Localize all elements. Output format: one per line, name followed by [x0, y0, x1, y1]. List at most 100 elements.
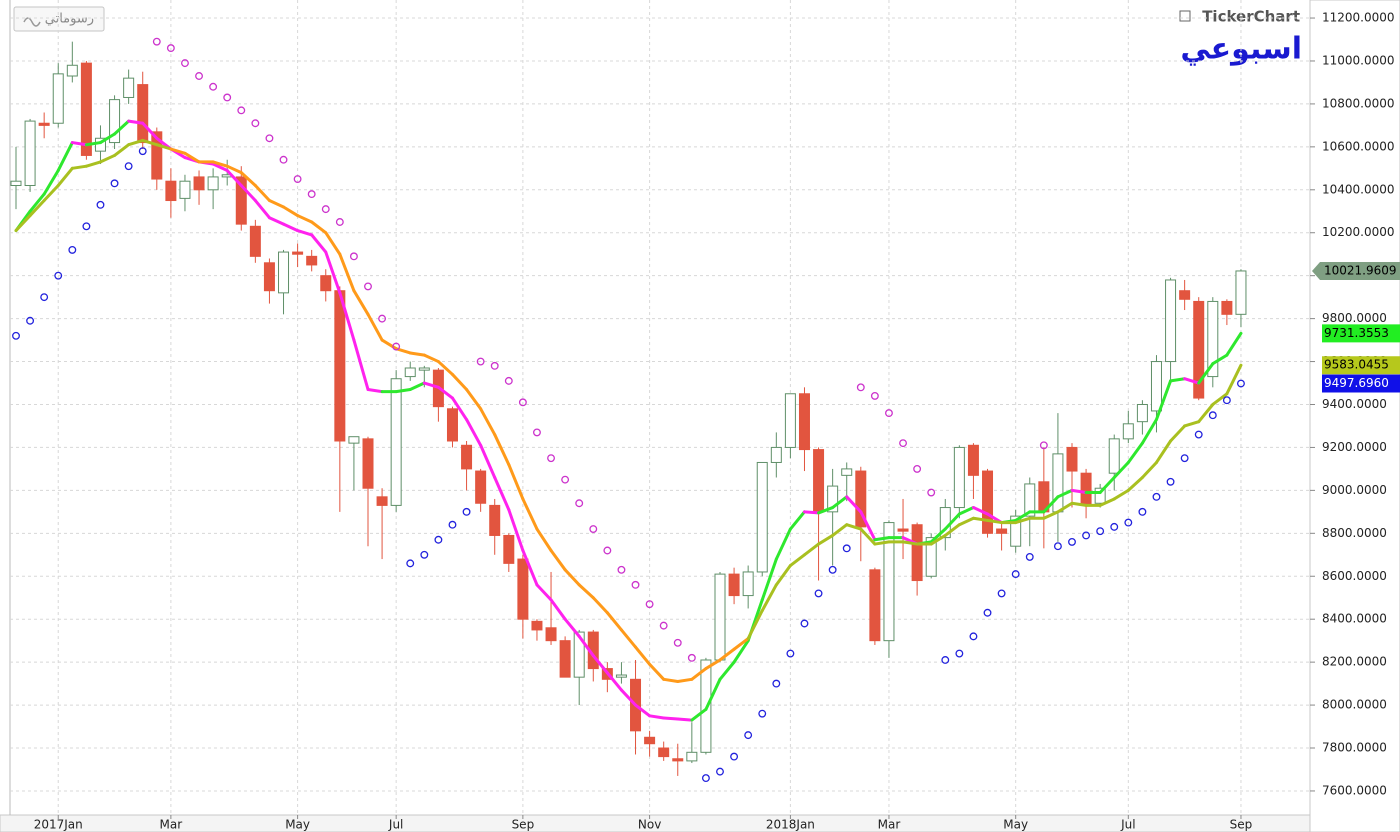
line-segment [802, 510, 821, 515]
price-tag-box [1322, 324, 1400, 343]
line-segment [253, 199, 271, 220]
candle-body [1052, 453, 1064, 513]
candle-body [165, 180, 177, 202]
sar-dot [124, 162, 133, 171]
candle-body [1150, 361, 1162, 412]
candle-body [292, 251, 304, 255]
sar-dot [927, 488, 936, 497]
candle-body [179, 180, 191, 199]
line-segment [56, 166, 74, 188]
line-segment [1197, 402, 1215, 424]
y-tick-label: 10400.0000 [1322, 182, 1395, 196]
line-segment [14, 214, 32, 233]
sar-dot [941, 656, 950, 664]
price-tag-label: 9583.0455 [1324, 358, 1389, 372]
line-segment [1126, 441, 1144, 464]
line-segment [267, 199, 286, 209]
line-segment [662, 716, 680, 721]
line-segment [113, 119, 131, 136]
sar-dot [82, 222, 91, 231]
button-icon [23, 17, 41, 27]
drawing-button[interactable]: رسوماتي [13, 6, 105, 32]
price-tag: 9583.0455 [1322, 356, 1400, 375]
sar-dot [1138, 507, 1147, 516]
sar-dot [617, 565, 626, 574]
sar-dot [1110, 522, 1119, 531]
line-segment [84, 160, 102, 168]
line-segment [929, 533, 947, 546]
candle-body [841, 468, 853, 476]
sar-dot [40, 293, 49, 302]
candle-body [1024, 483, 1036, 517]
candle-body [1221, 300, 1233, 315]
line-segment [591, 596, 609, 615]
y-tick-label: 9200.0000 [1322, 440, 1387, 454]
x-tick-label: 2018Jan [766, 818, 815, 832]
sar-dot [1124, 518, 1133, 527]
y-tick-label: 8200.0000 [1322, 655, 1387, 669]
candle-body [953, 446, 965, 509]
line-segment [1056, 501, 1074, 514]
candle-body [1193, 300, 1205, 399]
candle-body [897, 528, 909, 532]
sar-dot [1208, 411, 1217, 420]
line-segment [1070, 488, 1088, 495]
line-segment [493, 433, 511, 467]
sar-dot [26, 316, 35, 325]
candle-body [418, 367, 430, 371]
line-segment [141, 138, 159, 147]
line-segment [380, 338, 398, 351]
sar-dot [983, 608, 992, 617]
candle-body [348, 436, 360, 444]
sar-dot [181, 59, 189, 68]
line-segment [324, 250, 342, 295]
sar-dot [265, 134, 274, 143]
line-segment [873, 536, 891, 542]
line-segment [1140, 418, 1158, 445]
sar-dot [490, 361, 499, 370]
line-segment [563, 568, 581, 587]
sar-dot [1082, 531, 1091, 540]
line-segment [352, 289, 370, 316]
candle-body [1122, 423, 1134, 440]
line-segment [436, 360, 454, 376]
button-label[interactable]: رسوماتي [45, 12, 94, 27]
y-tick-label: 7600.0000 [1322, 783, 1387, 797]
line-segment [1154, 439, 1173, 464]
line-segment [704, 658, 722, 671]
line-segment [690, 707, 708, 722]
button-frame[interactable] [13, 6, 105, 32]
line-segment [1098, 497, 1116, 507]
line-segment [422, 353, 440, 364]
line-segment [535, 527, 553, 552]
line-segment [817, 533, 835, 546]
candle-body [784, 393, 796, 448]
line-segment [450, 372, 469, 391]
x-axis-panel [0, 814, 1311, 832]
sar-dot [1237, 379, 1245, 388]
candle-body [770, 446, 782, 463]
line-segment [732, 639, 750, 664]
candle-body [1010, 515, 1022, 547]
sar-dot [1166, 477, 1175, 486]
sar-dot [138, 147, 147, 156]
y-axis-panel [1309, 0, 1400, 832]
line-segment [324, 231, 342, 256]
line-segment [465, 418, 483, 447]
candle-body [376, 496, 388, 506]
y-tick-label: 8800.0000 [1322, 526, 1387, 540]
line-segment [127, 119, 145, 125]
candle-body [123, 77, 135, 98]
line-segment [619, 688, 638, 707]
line-segment [141, 121, 159, 140]
sar-dot [885, 409, 893, 418]
candle-body [263, 262, 275, 292]
candle-body [10, 180, 22, 187]
sar-dot [96, 200, 105, 209]
price-tag: 9497.6960 [1322, 374, 1400, 393]
sar-dot [744, 731, 753, 740]
candle-body [109, 99, 121, 144]
candle-body [925, 537, 937, 577]
candle-body [1235, 270, 1247, 315]
